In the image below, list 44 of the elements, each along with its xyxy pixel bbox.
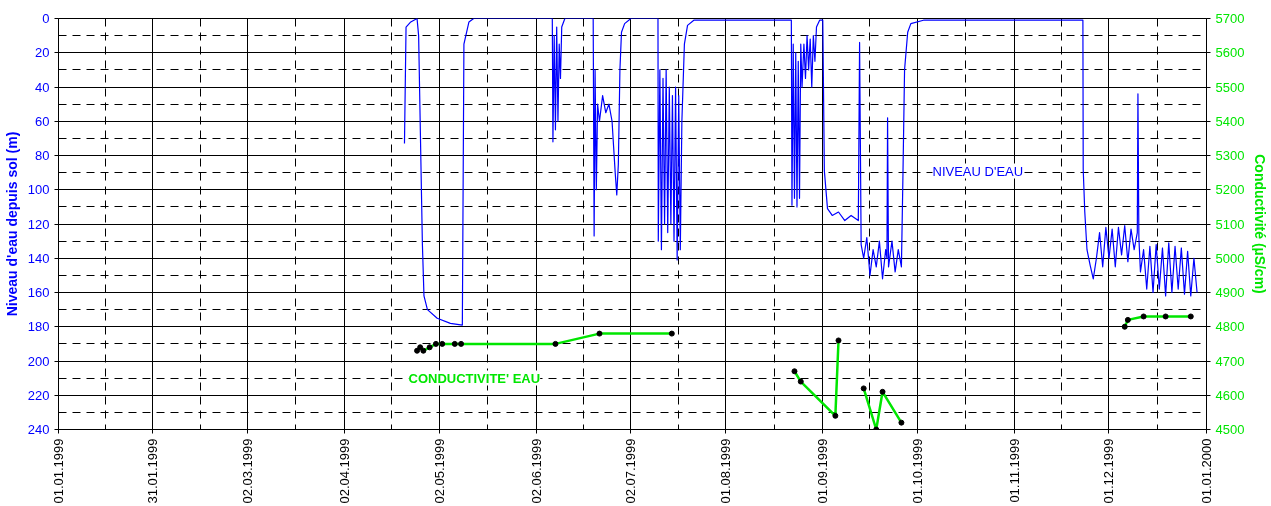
- x-tick-label: 01.10.1999: [909, 438, 925, 504]
- x-tick-label: 01.09.1999: [815, 438, 831, 504]
- y2-tick-label: 4800: [1215, 319, 1245, 335]
- y2-tick-label: 4500: [1215, 422, 1245, 437]
- y-tick-label: 0: [42, 11, 50, 26]
- y-tick-label: 120: [27, 216, 50, 232]
- y-tick-label: 100: [27, 182, 50, 198]
- y-axis-title: Niveau d'eau depuis sol (m): [3, 131, 20, 317]
- y-tick-label: 40: [35, 79, 50, 95]
- y2-tick-label: 5700: [1215, 11, 1245, 26]
- y-tick-label: 60: [35, 113, 50, 129]
- y2-tick-label: 5000: [1215, 250, 1245, 266]
- y2-tick-label: 5300: [1215, 148, 1245, 163]
- x-tick-label: 31.01.1999: [145, 438, 161, 504]
- y-tick-label: 200: [27, 353, 50, 369]
- y2-tick-label: 5500: [1215, 79, 1245, 95]
- x-tick-label: 02.05.1999: [431, 438, 447, 504]
- y-tick-label: 140: [27, 250, 50, 266]
- series-label: CONDUCTIVITE' EAU: [408, 370, 541, 386]
- y2-tick-label: 4600: [1215, 387, 1245, 403]
- x-tick-label: 01.01.1999: [51, 438, 66, 504]
- x-tick-label: 02.03.1999: [239, 438, 255, 504]
- line-series: [403, 18, 1198, 326]
- y2-axis-title: Conductivité (µS/cm): [1252, 154, 1269, 294]
- y2-tick-label: 4900: [1215, 285, 1245, 300]
- y-tick-label: 160: [27, 285, 50, 300]
- y-tick-label: 220: [27, 387, 50, 403]
- x-tick-label: 01.12.1999: [1101, 438, 1117, 504]
- x-tick-label: 02.04.1999: [337, 438, 353, 504]
- x-tick-label: 01.08.1999: [717, 438, 733, 504]
- y-tick-label: 240: [27, 422, 50, 437]
- y-tick-label: 80: [35, 148, 50, 163]
- y2-tick-label: 5100: [1215, 216, 1245, 232]
- y2-tick-label: 5400: [1215, 113, 1245, 129]
- x-tick-label: 02.07.1999: [623, 438, 639, 504]
- text: NIVEAU D'EAU: [932, 163, 1024, 179]
- y2-tick-label: 5600: [1215, 45, 1245, 61]
- x-tick-label: 01.11.1999: [1007, 438, 1023, 503]
- y2-tick-label: 4700: [1215, 353, 1245, 369]
- y-tick-label: 180: [27, 319, 50, 335]
- y-tick-label: 20: [35, 45, 50, 61]
- y2-tick-label: 5200: [1215, 182, 1245, 198]
- x-tick-label: 01.01.2000: [1199, 438, 1214, 504]
- x-tick-label: 02.06.1999: [529, 438, 545, 504]
